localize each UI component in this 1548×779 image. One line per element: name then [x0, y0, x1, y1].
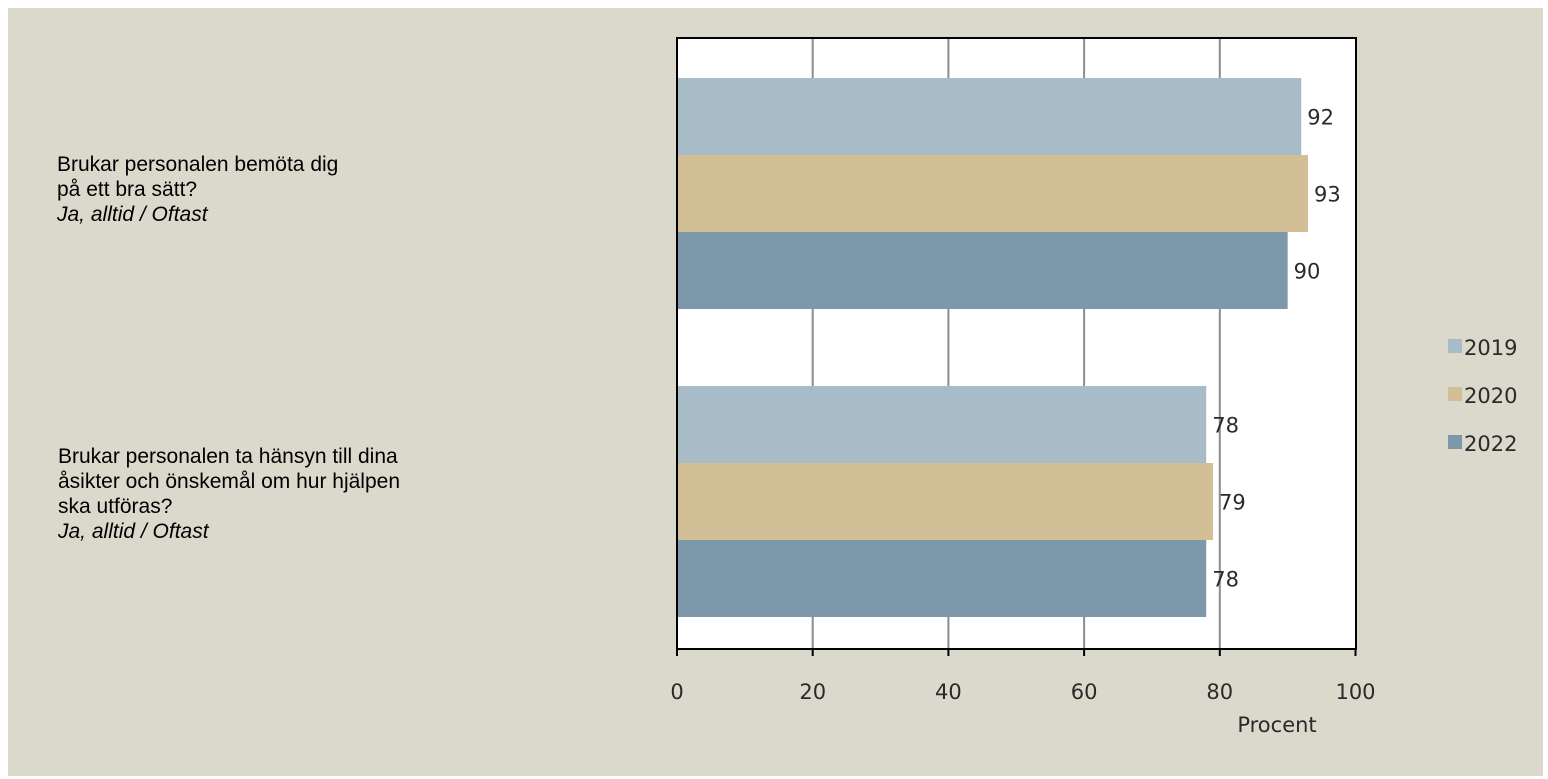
x-tick-label: 80	[1206, 680, 1233, 704]
x-tick-label: 40	[935, 680, 962, 704]
data-label: 78	[1212, 414, 1239, 438]
question-1-label: Brukar personalen bemöta dig på ett bra …	[57, 152, 338, 227]
question-2-line-2: åsikter och önskemål om hur hjälpen	[58, 470, 401, 493]
x-tick-label: 0	[670, 680, 683, 704]
legend-swatch-2022	[1448, 435, 1462, 449]
data-label: 90	[1294, 260, 1321, 284]
bar-2020-2	[677, 463, 1214, 540]
data-label: 79	[1219, 491, 1246, 515]
bars	[677, 78, 1309, 617]
legend-label-2020: 2020	[1464, 384, 1517, 408]
bar-2019-1	[677, 78, 1302, 155]
question-2-label: Brukar personalen ta hänsyn till dina ås…	[58, 444, 400, 544]
legend-swatch-2019	[1448, 339, 1462, 353]
plot-frame	[676, 37, 1357, 650]
question-1-line-1: Brukar personalen bemöta dig	[57, 153, 339, 176]
legend-label-2019: 2019	[1464, 336, 1517, 360]
legend-swatch-2020	[1448, 387, 1462, 401]
bar-2020-1	[677, 155, 1309, 232]
question-2-line-3: ska utföras?	[58, 495, 173, 518]
data-labels: 92 78 93 79 90 78	[1212, 106, 1341, 592]
question-2-answer: Ja, alltid / Oftast	[58, 520, 209, 543]
bar-2019-2	[677, 386, 1207, 463]
question-1-line-2: på ett bra sätt?	[57, 178, 198, 201]
data-label: 93	[1314, 183, 1341, 207]
question-1-answer: Ja, alltid / Oftast	[57, 203, 208, 226]
question-2-line-1: Brukar personalen ta hänsyn till dina	[58, 445, 398, 468]
x-tick-label: 60	[1071, 680, 1098, 704]
x-axis: 0 20 40 60 80 100	[670, 649, 1376, 704]
data-label: 92	[1307, 106, 1334, 130]
legend-label-2022: 2022	[1464, 432, 1517, 456]
bar-2022-2	[677, 540, 1207, 617]
x-axis-title: Procent	[1237, 713, 1316, 737]
x-tick-label: 100	[1335, 680, 1375, 704]
bar-2022-1	[677, 232, 1288, 309]
data-label: 78	[1212, 568, 1239, 592]
x-tick-label: 20	[799, 680, 826, 704]
legend: 2019 2020 2022	[1448, 336, 1517, 456]
